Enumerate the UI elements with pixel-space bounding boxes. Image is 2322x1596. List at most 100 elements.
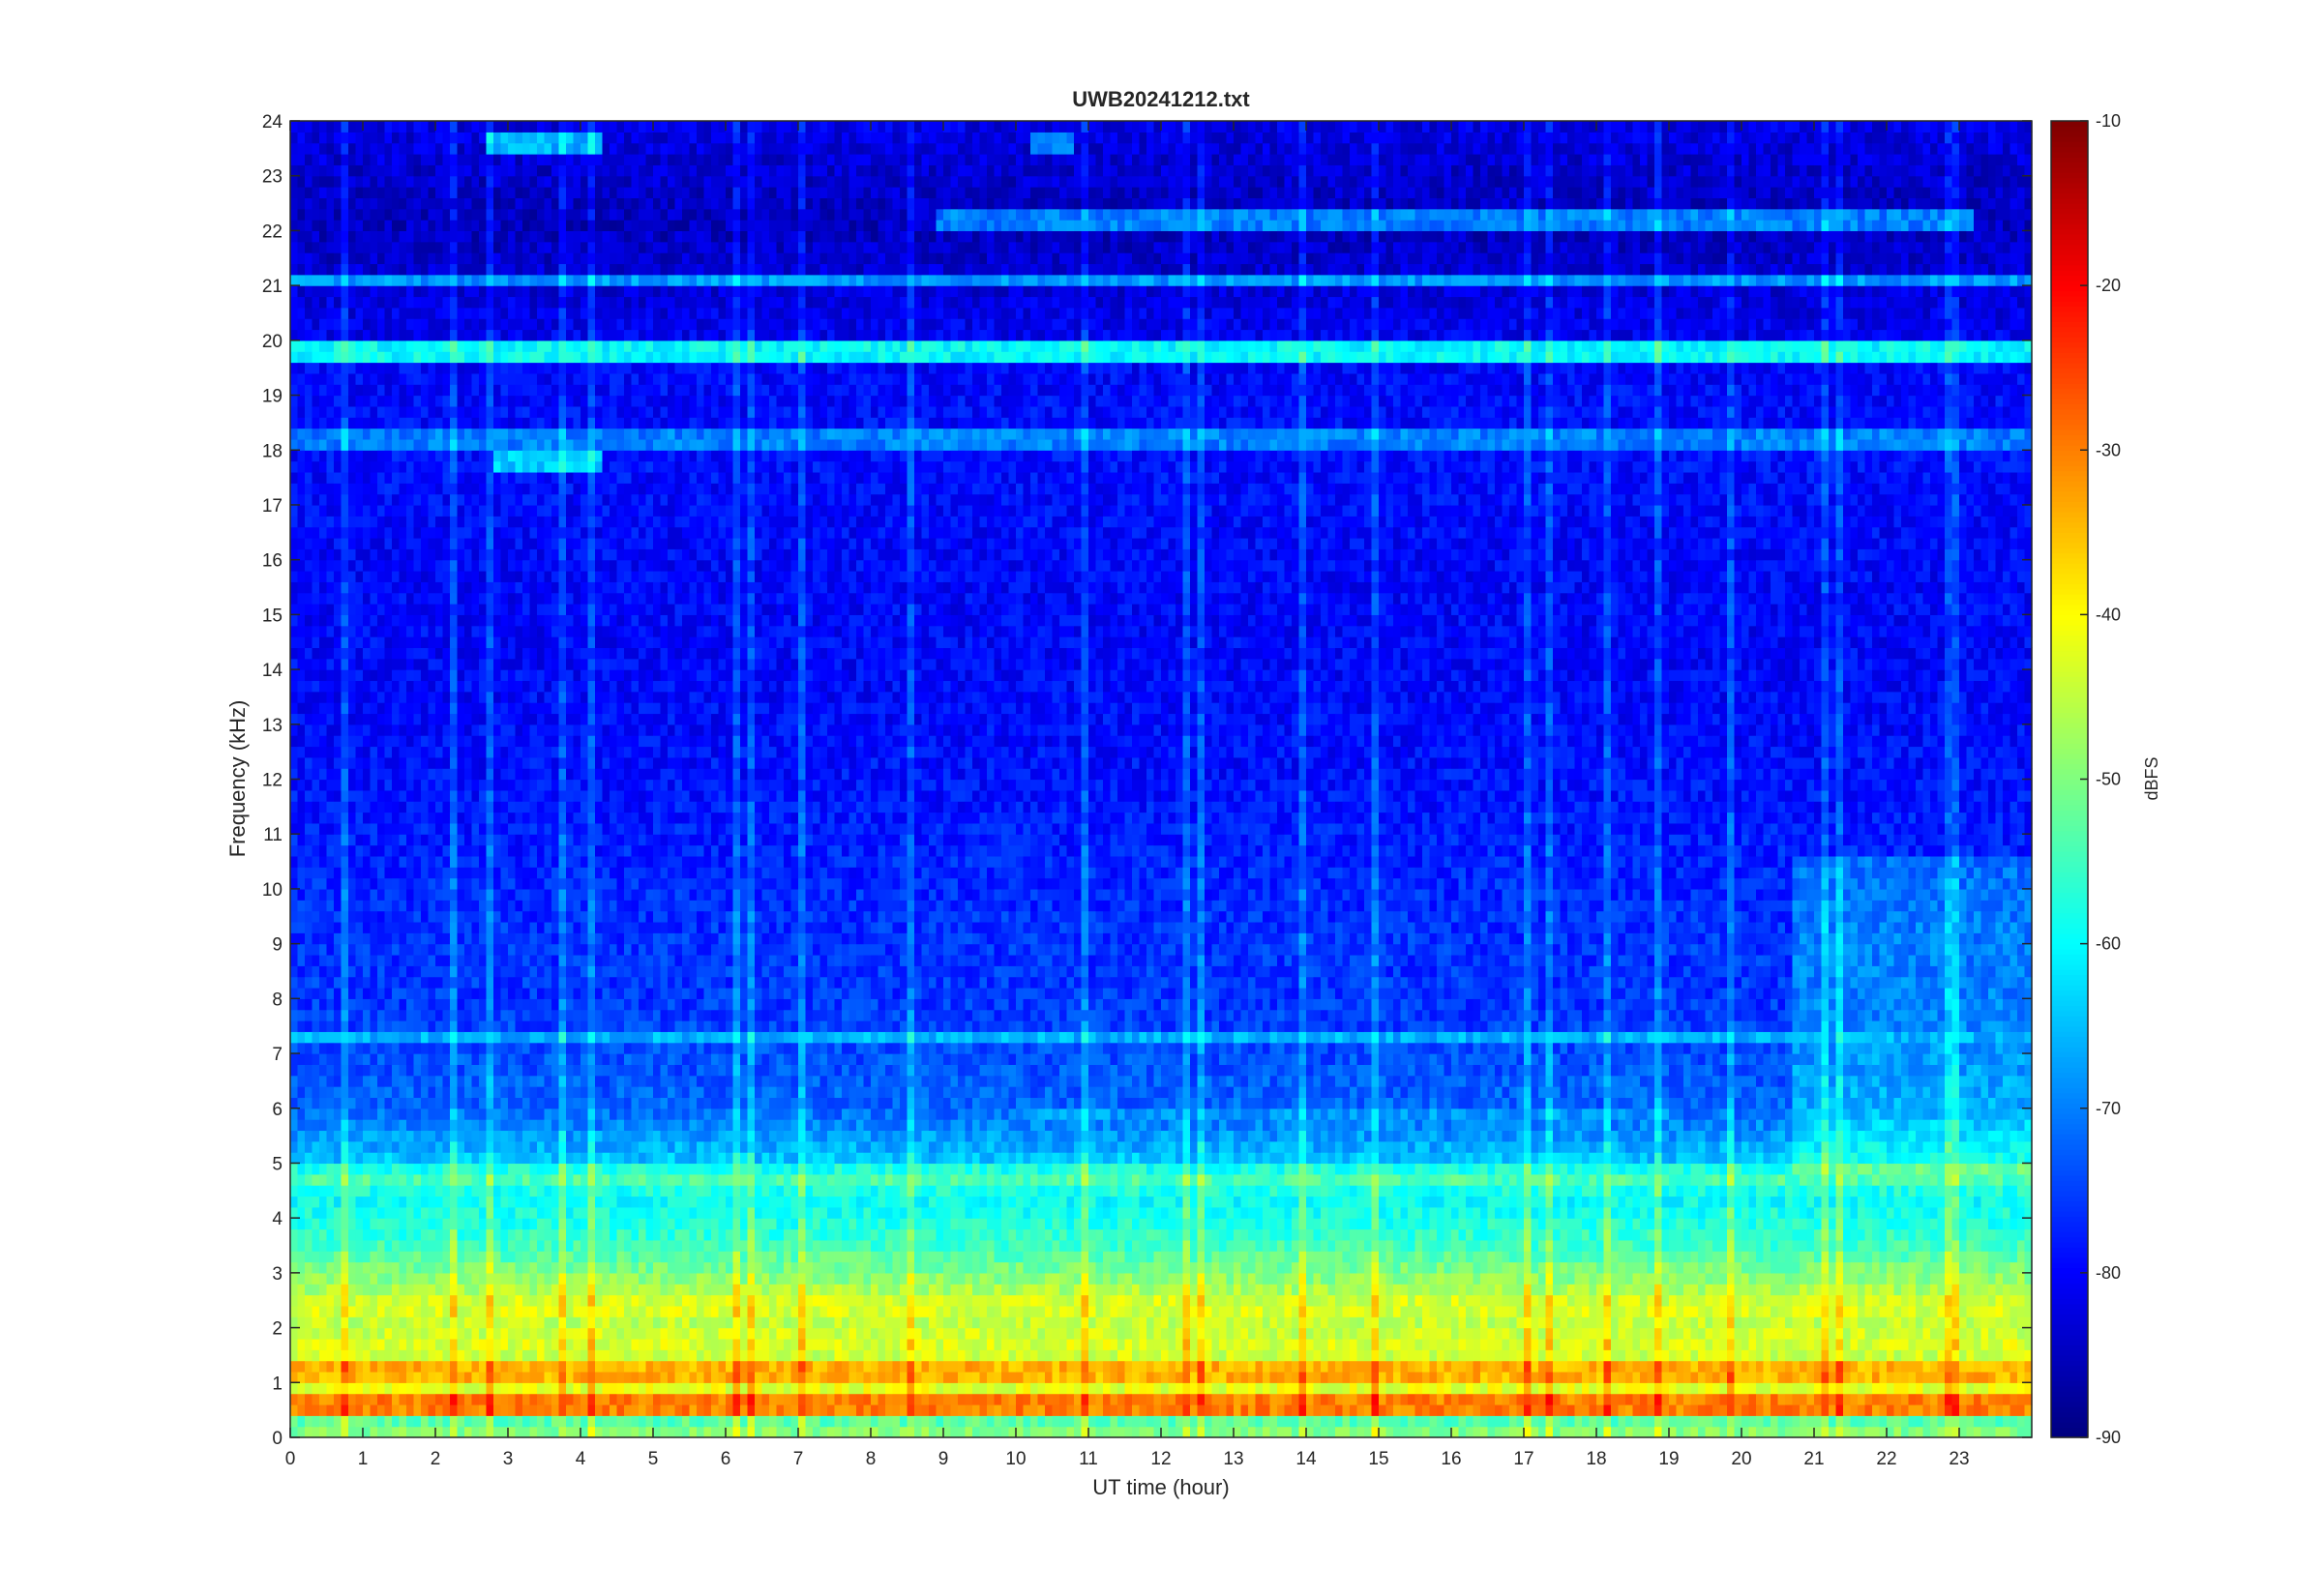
heatmap-cell xyxy=(356,1404,364,1416)
heatmap-cell xyxy=(348,1119,356,1131)
heatmap-cell xyxy=(334,176,342,188)
heatmap-cell xyxy=(371,1295,378,1307)
heatmap-cell xyxy=(356,834,364,845)
heatmap-cell xyxy=(559,242,567,253)
heatmap-cell xyxy=(406,1372,414,1383)
heatmap-cell xyxy=(342,813,349,824)
heatmap-cell xyxy=(574,1152,581,1164)
heatmap-cell xyxy=(342,1240,349,1252)
heatmap-cell xyxy=(522,955,530,966)
heatmap-cell xyxy=(435,1306,443,1317)
heatmap-cell xyxy=(487,429,494,440)
heatmap-cell xyxy=(450,1251,458,1262)
heatmap-cell xyxy=(356,187,364,198)
heatmap-cell xyxy=(290,614,298,626)
heatmap-cell xyxy=(327,1229,335,1241)
heatmap-cell xyxy=(530,944,538,956)
heatmap-cell xyxy=(574,318,581,330)
heatmap-cell xyxy=(313,176,320,188)
heatmap-cell xyxy=(363,1372,371,1383)
heatmap-cell xyxy=(479,911,487,923)
heatmap-cell xyxy=(551,384,559,396)
heatmap-cell xyxy=(443,1108,451,1120)
heatmap-cell xyxy=(377,1427,385,1438)
heatmap-cell xyxy=(479,1382,487,1394)
heatmap-cell xyxy=(421,780,429,791)
heatmap-cell xyxy=(574,1086,581,1098)
heatmap-cell xyxy=(464,977,472,989)
heatmap-cell xyxy=(574,823,581,835)
heatmap-cell xyxy=(487,780,494,791)
heatmap-cell xyxy=(566,1240,574,1252)
heatmap-cell xyxy=(298,1306,306,1317)
heatmap-cell xyxy=(385,373,393,385)
heatmap-cell xyxy=(400,911,407,923)
heatmap-cell xyxy=(305,396,313,407)
heatmap-cell xyxy=(464,296,472,308)
heatmap-cell xyxy=(348,845,356,857)
heatmap-cell xyxy=(435,977,443,989)
heatmap-cell xyxy=(429,889,436,901)
heatmap-cell xyxy=(290,1273,298,1285)
heatmap-cell xyxy=(508,1020,516,1032)
heatmap-cell xyxy=(400,1251,407,1262)
heatmap-cell xyxy=(458,1141,465,1153)
heatmap-cell xyxy=(342,593,349,605)
heatmap-cell xyxy=(516,252,523,264)
heatmap-cell xyxy=(371,659,378,670)
heatmap-cell xyxy=(450,187,458,198)
heatmap-cell xyxy=(516,955,523,966)
heatmap-cell xyxy=(487,614,494,626)
heatmap-cell xyxy=(522,1218,530,1229)
heatmap-cell xyxy=(348,384,356,396)
heatmap-cell xyxy=(313,548,320,560)
heatmap-cell xyxy=(580,724,588,736)
heatmap-cell xyxy=(429,1010,436,1021)
heatmap-cell xyxy=(443,1251,451,1262)
heatmap-cell xyxy=(356,406,364,418)
heatmap-cell xyxy=(406,965,414,977)
heatmap-cell xyxy=(348,680,356,692)
heatmap-cell xyxy=(298,780,306,791)
heatmap-cell xyxy=(305,1415,313,1427)
heatmap-cell xyxy=(392,121,400,133)
heatmap-cell xyxy=(348,1316,356,1328)
heatmap-cell xyxy=(392,1174,400,1186)
heatmap-cell xyxy=(371,396,378,407)
heatmap-cell xyxy=(537,396,545,407)
heatmap-cell xyxy=(472,406,480,418)
heatmap-cell xyxy=(559,845,567,857)
heatmap-cell xyxy=(450,1404,458,1416)
heatmap-cell xyxy=(400,1053,407,1065)
heatmap-cell xyxy=(487,878,494,890)
heatmap-cell xyxy=(516,230,523,242)
heatmap-cell xyxy=(566,735,574,747)
heatmap-cell xyxy=(319,1404,327,1416)
heatmap-cell xyxy=(363,1043,371,1054)
heatmap-cell xyxy=(551,845,559,857)
heatmap-cell xyxy=(392,429,400,440)
heatmap-cell xyxy=(493,955,501,966)
heatmap-cell xyxy=(298,1031,306,1043)
heatmap-cell xyxy=(479,187,487,198)
heatmap-cell xyxy=(377,1207,385,1219)
heatmap-cell xyxy=(580,768,588,780)
heatmap-cell xyxy=(406,494,414,506)
heatmap-cell xyxy=(400,823,407,835)
heatmap-cell xyxy=(559,1207,567,1219)
heatmap-cell xyxy=(305,1010,313,1021)
heatmap-cell xyxy=(464,429,472,440)
heatmap-cell xyxy=(421,230,429,242)
heatmap-cell xyxy=(305,1361,313,1373)
heatmap-cell xyxy=(516,1382,523,1394)
heatmap-cell xyxy=(501,1163,509,1174)
heatmap-cell xyxy=(530,834,538,845)
heatmap-cell xyxy=(319,252,327,264)
heatmap-cell xyxy=(298,1174,306,1186)
heatmap-cell xyxy=(385,780,393,791)
heatmap-cell xyxy=(377,527,385,539)
heatmap-cell xyxy=(450,121,458,133)
heatmap-cell xyxy=(580,1295,588,1307)
heatmap-cell xyxy=(414,1372,422,1383)
heatmap-cell xyxy=(516,944,523,956)
